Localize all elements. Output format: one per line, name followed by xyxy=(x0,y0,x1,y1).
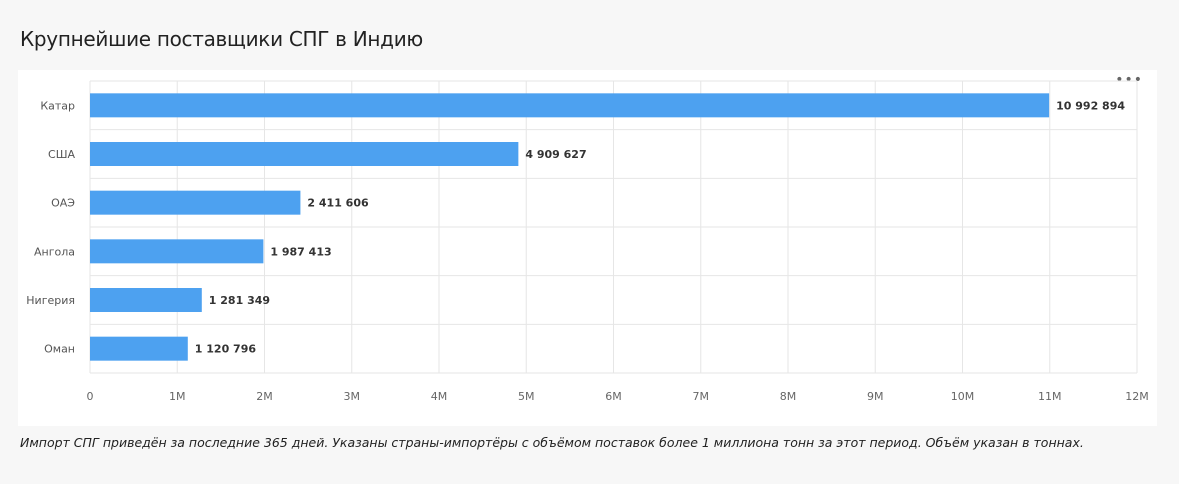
bar xyxy=(90,336,188,361)
x-tick-label: 9M xyxy=(867,390,884,403)
category-label: Ангола xyxy=(34,245,75,258)
category-label: ОАЭ xyxy=(51,197,75,210)
bar-chart: 0 1M 2M 3M 4M 5M 6M 7M 8M 9M 10M 11M 12M Катар 10 992 … xyxy=(26,80,1149,403)
data-label: 4 909 627 xyxy=(525,148,586,161)
x-tick-label: 6M xyxy=(605,390,622,403)
category-label: Катар xyxy=(40,99,75,112)
chart-caption: Импорт СПГ приведён за последние 365 дне… xyxy=(20,435,1084,450)
category-label: США xyxy=(48,148,75,161)
x-tick-label: 7M xyxy=(693,390,710,403)
x-tick-label: 4M xyxy=(431,390,448,403)
x-tick-label: 12M xyxy=(1125,390,1149,403)
data-label: 1 120 796 xyxy=(195,343,257,356)
x-tick-label: 8M xyxy=(780,390,797,403)
chart-title: Крупнейшие поставщики СПГ в Индию xyxy=(20,27,423,51)
bar xyxy=(90,142,519,166)
category-label: Оман xyxy=(44,343,75,356)
x-tick-label: 0 xyxy=(87,390,94,403)
bar xyxy=(90,288,202,312)
data-label: 2 411 606 xyxy=(307,197,369,210)
x-tick-label: 11M xyxy=(1038,390,1062,403)
data-label: 1 281 349 xyxy=(209,294,270,307)
bar xyxy=(90,190,301,215)
x-tick-label: 3M xyxy=(344,390,361,403)
data-label: 10 992 894 xyxy=(1056,99,1125,112)
category-label: Нигерия xyxy=(26,294,75,307)
x-tick-label: 5M xyxy=(518,390,535,403)
x-tick-label: 1M xyxy=(169,390,186,403)
x-tick-label: 10M xyxy=(951,390,975,403)
data-label: 1 987 413 xyxy=(270,245,331,258)
more-options-icon[interactable]: ••• xyxy=(1115,72,1143,88)
bar xyxy=(90,93,1050,118)
chart-card: ••• 0 1M 2M 3M 4M 5M 6M 7M 8M 9M 10M 11M 12M Катар 10 … xyxy=(18,70,1157,426)
bar xyxy=(90,239,264,264)
x-tick-label: 2M xyxy=(256,390,273,403)
